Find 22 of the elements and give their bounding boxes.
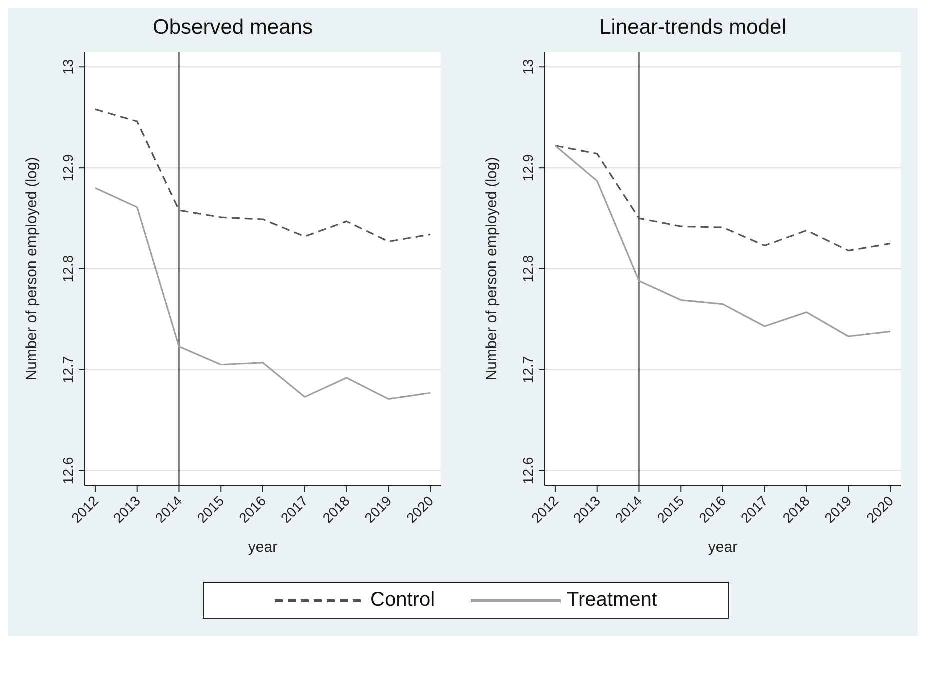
y-tick-label: 12.9 (60, 154, 76, 182)
y-tick-label: 12.8 (60, 255, 76, 283)
x-axis-title: year (248, 539, 278, 556)
y-tick-label: 13 (60, 59, 76, 75)
line-series (554, 145, 892, 338)
chart-title: Linear-trends model (598, 15, 788, 41)
y-axis-title: Number of person employed (log) (23, 157, 40, 381)
y-tick-label: 13 (520, 59, 536, 75)
line-series (94, 108, 432, 243)
y-tick-label: 12.7 (60, 356, 76, 384)
y-tick-label: 12.6 (60, 457, 76, 484)
x-axis-title: year (708, 539, 738, 556)
y-tick-label: 12.9 (520, 154, 536, 182)
legend-label: Control (370, 589, 436, 612)
y-tick-label: 12.7 (520, 356, 536, 384)
line-series (554, 145, 892, 252)
legend-label: Treatment (567, 589, 658, 612)
y-axis-title: Number of person employed (log) (483, 157, 500, 381)
y-tick-label: 12.8 (520, 255, 536, 283)
line-series (94, 187, 432, 400)
chart-title: Observed means (152, 15, 314, 41)
y-tick-label: 12.6 (520, 457, 536, 484)
